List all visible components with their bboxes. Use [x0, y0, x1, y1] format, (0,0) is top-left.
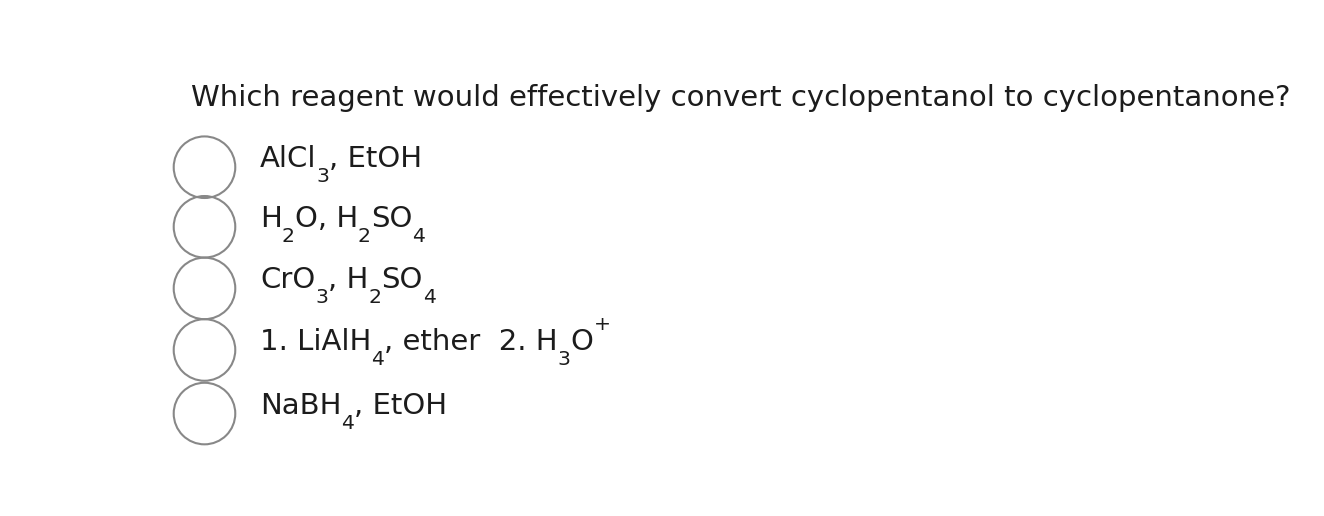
Text: 4: 4 [422, 288, 436, 308]
Text: 4: 4 [412, 227, 425, 246]
Text: , EtOH: , EtOH [330, 145, 422, 173]
Text: Which reagent would effectively convert cyclopentanol to cyclopentanone?: Which reagent would effectively convert … [191, 84, 1291, 112]
Text: 2: 2 [282, 227, 295, 246]
Text: 2: 2 [357, 227, 371, 246]
Text: 2: 2 [368, 288, 381, 308]
Text: +: + [593, 315, 610, 334]
Text: 3: 3 [316, 167, 330, 186]
Text: AlCl: AlCl [260, 145, 316, 173]
Text: SO: SO [381, 266, 422, 295]
Text: H: H [260, 205, 282, 233]
Text: , EtOH: , EtOH [355, 392, 448, 420]
Text: NaBH: NaBH [260, 392, 342, 420]
Text: 3: 3 [315, 288, 328, 308]
Text: , H: , H [328, 266, 368, 295]
Text: 3: 3 [557, 350, 571, 369]
Text: 4: 4 [342, 414, 355, 432]
Text: 1. LiAlH: 1. LiAlH [260, 328, 371, 356]
Text: , ether  2. H: , ether 2. H [384, 328, 557, 356]
Text: O, H: O, H [295, 205, 357, 233]
Text: CrO: CrO [260, 266, 315, 295]
Text: O: O [571, 328, 593, 356]
Text: 4: 4 [371, 350, 384, 369]
Text: SO: SO [371, 205, 412, 233]
